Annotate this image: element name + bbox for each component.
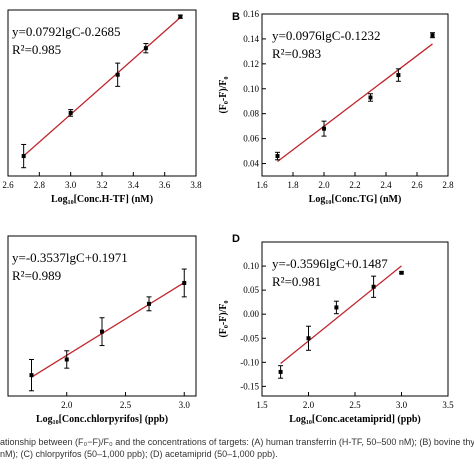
data-point — [100, 329, 104, 334]
fit-line — [31, 282, 185, 378]
x-tick-label: 3.0 — [65, 180, 77, 190]
x-tick-label: 3.6 — [159, 180, 171, 190]
x-tick-label: 2.6 — [411, 180, 423, 190]
x-tick-label: 3.0 — [396, 400, 408, 410]
x-tick-label: 1.6 — [256, 180, 268, 190]
r-squared: R²=0.989 — [12, 268, 61, 283]
x-tick-label: 2.8 — [34, 180, 46, 190]
y-tick-label: 0.05 — [243, 285, 259, 295]
data-point — [371, 284, 376, 289]
plot-frame — [7, 235, 197, 397]
x-axis-title: Log₁₀[Conc.TG] (nM) — [309, 194, 402, 205]
chart-panel-d: 1.5 2.0 2.5 3.0 3.5 -0.15 -0.10 -0.05 0.00 0.05 0.… — [218, 233, 454, 425]
chart-panel-b: 1.6 1.8 2.0 2.2 2.4 2.6 2.8 0.04 0.06 0.08 0.10 0.1… — [218, 9, 454, 205]
x-axis-title: Log₁₀[Conc.chlorpyrifos] (ppb) — [36, 414, 168, 425]
x-tick-label: 2.5 — [349, 400, 361, 410]
figure-caption: ationship between (F₀−F)/F₀ and the conc… — [0, 436, 474, 460]
fit-line — [277, 43, 433, 163]
data-point — [178, 14, 183, 19]
y-tick-label: 0.14 — [243, 34, 259, 44]
data-point — [368, 95, 373, 100]
fit-line — [23, 17, 181, 157]
y-tick-label: -0.05 — [240, 333, 259, 343]
fit-line — [280, 265, 402, 365]
x-tick-label: 2.0 — [303, 400, 315, 410]
chart-panel-a: 2.6 2.8 3.0 3.2 3.4 3.6 3.8 Log₁₀[Conc.H-TF] (n… — [2, 9, 202, 205]
panel-letter: D — [232, 233, 240, 245]
y-tick-label: 0.08 — [243, 109, 259, 119]
fit-equation: y=0.0792lgC-0.2685 — [12, 24, 120, 39]
panel-letter: B — [232, 11, 240, 23]
x-tick-label: 1.8 — [287, 180, 299, 190]
x-tick-label: 2.0 — [61, 400, 73, 410]
x-tick-label: 3.0 — [179, 400, 191, 410]
y-tick-label: 0.16 — [243, 9, 259, 19]
y-axis-title: (F₀-F)/F₀ — [218, 300, 229, 337]
data-point — [115, 72, 120, 77]
x-tick-label: 2.5 — [120, 400, 132, 410]
x-axis-title: Log₁₀[Conc.H-TF] (nM) — [51, 194, 153, 205]
x-tick-label: 3.2 — [96, 180, 107, 190]
fit-equation: y=-0.3596lgC+0.1487 — [272, 256, 388, 271]
x-axis-title: Log₁₀[Conc.acetamiprid] (ppb) — [289, 414, 421, 425]
x-tick-label: 2.4 — [380, 180, 392, 190]
r-squared: R²=0.985 — [12, 42, 61, 57]
data-point — [396, 73, 401, 78]
x-tick-label: 3.8 — [190, 180, 202, 190]
y-tick-label: 0.04 — [243, 159, 259, 169]
x-tick-label: 1.5 — [256, 400, 268, 410]
data-point — [29, 373, 34, 378]
y-axis-title: (F₀-F)/F₀ — [218, 76, 229, 113]
data-point — [275, 154, 280, 159]
data-point — [147, 301, 151, 306]
x-tick-label: 3.5 — [442, 400, 454, 410]
data-point — [21, 154, 26, 159]
y-tick-label: 0.12 — [243, 59, 259, 69]
y-tick-label: -0.15 — [240, 381, 259, 391]
y-tick-label: 0.10 — [243, 84, 259, 94]
data-point — [306, 336, 311, 341]
y-tick-label: -0.10 — [240, 357, 259, 367]
chart-panel-c: 2.0 2.5 3.0 Log₁₀[Conc.chlorpyrifos] (ppb) y… — [7, 235, 197, 425]
data-point — [322, 126, 326, 131]
data-point — [182, 280, 187, 285]
y-tick-label: 0.06 — [243, 134, 259, 144]
r-squared: R²=0.981 — [272, 274, 321, 289]
x-tick-label: 2.8 — [442, 180, 454, 190]
r-squared: R²=0.983 — [272, 46, 321, 61]
fit-equation: y=0.0976lgC-0.1232 — [272, 28, 380, 43]
y-tick-label: 0.00 — [243, 309, 259, 319]
caption-line-2: nM); (C) chlorpyrifos (50–1,000 ppb); (D… — [0, 449, 278, 459]
data-point — [334, 305, 339, 310]
caption-line-1: ationship between (F₀−F)/F₀ and the conc… — [0, 437, 474, 447]
data-point — [68, 110, 73, 115]
data-point — [430, 33, 435, 38]
x-tick-label: 2.6 — [2, 180, 14, 190]
x-tick-label: 2.2 — [349, 180, 360, 190]
data-point — [278, 369, 283, 374]
data-point — [399, 270, 404, 275]
x-tick-label: 3.4 — [128, 180, 140, 190]
y-tick-label: 0.10 — [243, 261, 259, 271]
data-point — [143, 46, 148, 51]
data-point — [64, 357, 69, 362]
x-tick-label: 2.0 — [318, 180, 330, 190]
fit-equation: y=-0.3537lgC+0.1971 — [12, 250, 128, 265]
